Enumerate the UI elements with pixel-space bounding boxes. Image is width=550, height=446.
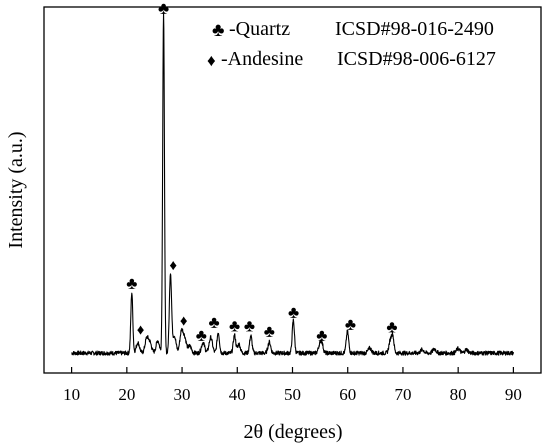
legend: ♣ -Quartz ICSD#98-016-2490 ♦ -Andesine I… [207,18,496,70]
x-tick-label: 30 [174,385,191,404]
x-tick-label: 60 [339,385,356,404]
legend-symbol-quartz: ♣ [212,20,224,41]
andesine-peak-marker: ♦ [180,313,188,329]
x-tick-label: 70 [394,385,411,404]
peak-markers: ♣♦♣♦♦♣♣ ♣ ♣ ♣♣♣♣ ♣ [126,0,397,345]
legend-label-quartz: -Quartz [229,18,290,40]
quartz-peak-marker: ♣ [229,317,240,336]
y-axis-label: Intensity (a.u.) [5,131,27,248]
quartz-peak-marker: ♣ [345,315,356,334]
x-tick-label: 40 [229,385,246,404]
x-tick-label: 90 [505,385,522,404]
x-tick-label: 50 [284,385,301,404]
quartz-peak-marker: ♣ [386,317,397,336]
legend-label-andesine: -Andesine [221,48,303,70]
quartz-peak-marker: ♣ [196,326,207,345]
x-axis-ticks: 10 20 30 40 50 60 70 80 90 [63,367,522,404]
quartz-peak-marker: ♣ [288,303,299,322]
x-axis-label: 2θ (degrees) [244,421,343,443]
quartz-peak-marker: ♣ [244,317,255,336]
x-tick-label: 10 [63,385,80,404]
x-tick-label: 20 [118,385,135,404]
quartz-peak-marker: ♣ [209,313,220,332]
legend-ref-andesine: ICSD#98-006-6127 [337,48,496,70]
andesine-peak-marker: ♦ [137,323,145,339]
xrd-pattern-line [71,12,514,356]
legend-symbol-andesine: ♦ [207,51,216,70]
legend-ref-quartz: ICSD#98-016-2490 [335,18,494,40]
x-tick-label: 80 [450,385,467,404]
quartz-peak-marker: ♣ [316,326,327,345]
quartz-peak-marker: ♣ [158,0,169,18]
quartz-peak-marker: ♣ [264,322,275,341]
quartz-peak-marker: ♣ [126,274,137,293]
andesine-peak-marker: ♦ [169,258,177,274]
